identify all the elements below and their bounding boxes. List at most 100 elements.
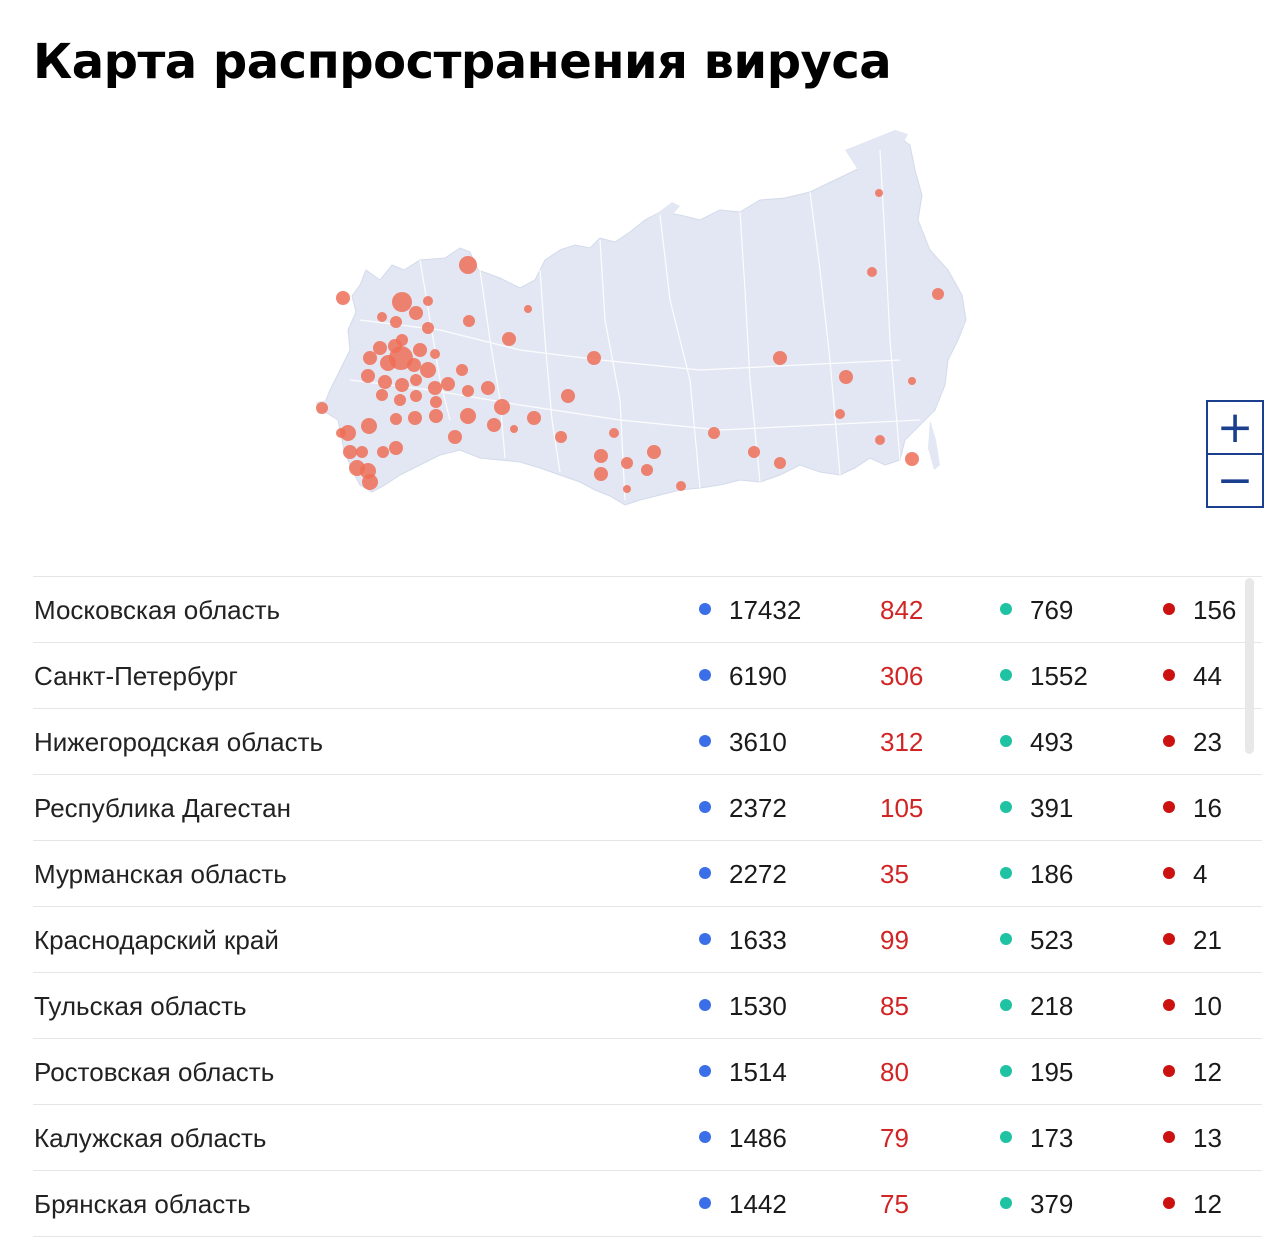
bubble (932, 288, 944, 300)
recovered-cell: 379 (1000, 1171, 1073, 1236)
bubble (362, 474, 378, 490)
table-row[interactable]: Нижегородская область 3610 312 493 23 (33, 709, 1262, 775)
bubble (361, 418, 377, 434)
recovered-value: 493 (1030, 727, 1074, 757)
deaths-value: 12 (1193, 1189, 1222, 1219)
new-cases-value: 105 (880, 793, 924, 823)
bubble (378, 375, 392, 389)
region-name: Краснодарский край (34, 925, 279, 955)
regions-table[interactable]: Московская область 17432 842 769 156 Сан… (33, 576, 1262, 1237)
cases-dot-icon (699, 933, 711, 945)
region-name: Ростовская область (34, 1057, 275, 1087)
deaths-cell: 16 (1163, 775, 1222, 840)
deaths-value: 156 (1193, 595, 1237, 625)
bubble (430, 349, 440, 359)
bubble (594, 467, 608, 481)
recovered-dot-icon (1000, 669, 1012, 681)
bubble (448, 430, 462, 444)
new-cases-value: 312 (880, 727, 924, 757)
table-scrollbar[interactable] (1245, 578, 1254, 754)
cases-dot-icon (699, 669, 711, 681)
cases-cell: 1530 (699, 973, 787, 1038)
cases-value: 3610 (729, 727, 787, 757)
table-row[interactable]: Санкт-Петербург 6190 306 1552 44 (33, 643, 1262, 709)
deaths-dot-icon (1163, 1131, 1175, 1143)
bubble (774, 457, 786, 469)
recovered-value: 523 (1030, 925, 1074, 955)
bubble (623, 485, 631, 493)
bubble (463, 315, 475, 327)
recovered-value: 173 (1030, 1123, 1074, 1153)
bubble (621, 457, 633, 469)
recovered-cell: 186 (1000, 841, 1073, 906)
region-name: Санкт-Петербург (34, 661, 238, 691)
recovered-cell: 195 (1000, 1039, 1073, 1104)
table-row[interactable]: Краснодарский край 1633 99 523 21 (33, 907, 1262, 973)
virus-spread-map[interactable] (0, 120, 1280, 540)
cases-value: 1530 (729, 991, 787, 1021)
zoom-out-button[interactable]: − (1206, 455, 1264, 508)
table-row[interactable]: Московская область 17432 842 769 156 (33, 577, 1262, 643)
map-zoom-controls: + − (1206, 400, 1264, 508)
cases-cell: 3610 (699, 709, 787, 774)
recovered-dot-icon (1000, 933, 1012, 945)
cases-cell: 6190 (699, 643, 787, 708)
cases-cell: 2272 (699, 841, 787, 906)
bubble (377, 312, 387, 322)
bubble (373, 341, 387, 355)
cases-dot-icon (699, 801, 711, 813)
region-name: Тульская область (34, 991, 247, 1021)
recovered-value: 391 (1030, 793, 1074, 823)
bubble (376, 389, 388, 401)
cases-cell: 1442 (699, 1171, 787, 1236)
bubble (408, 411, 422, 425)
bubble (609, 428, 619, 438)
bubble (336, 291, 350, 305)
recovered-cell: 493 (1000, 709, 1073, 774)
deaths-dot-icon (1163, 801, 1175, 813)
bubble (392, 292, 412, 312)
page-title: Карта распространения вируса (33, 34, 892, 90)
cases-dot-icon (699, 1131, 711, 1143)
table-row[interactable]: Калужская область 1486 79 173 13 (33, 1105, 1262, 1171)
bubble (409, 306, 423, 320)
table-row[interactable]: Республика Дагестан 2372 105 391 16 (33, 775, 1262, 841)
deaths-dot-icon (1163, 1065, 1175, 1077)
recovered-cell: 391 (1000, 775, 1073, 840)
recovered-dot-icon (1000, 1065, 1012, 1077)
recovered-dot-icon (1000, 735, 1012, 747)
bubble (487, 418, 501, 432)
recovered-dot-icon (1000, 1131, 1012, 1143)
cases-cell: 1514 (699, 1039, 787, 1104)
deaths-value: 21 (1193, 925, 1222, 955)
bubble (380, 355, 396, 371)
table-row[interactable]: Брянская область 1442 75 379 12 (33, 1171, 1262, 1237)
bubble (429, 409, 443, 423)
deaths-cell: 13 (1163, 1105, 1222, 1170)
recovered-value: 1552 (1030, 661, 1088, 691)
cases-value: 1442 (729, 1189, 787, 1219)
bubble (396, 334, 408, 346)
new-cases-value: 79 (880, 1123, 909, 1153)
bubble (773, 351, 787, 365)
deaths-cell: 23 (1163, 709, 1222, 774)
bubble (494, 399, 510, 415)
bubble (555, 431, 567, 443)
russia-map-svg[interactable] (0, 120, 1280, 540)
recovered-value: 218 (1030, 991, 1074, 1021)
bubble (422, 322, 434, 334)
new-cases-value: 85 (880, 991, 909, 1021)
table-row[interactable]: Мурманская область 2272 35 186 4 (33, 841, 1262, 907)
cases-value: 1514 (729, 1057, 787, 1087)
deaths-dot-icon (1163, 735, 1175, 747)
deaths-dot-icon (1163, 603, 1175, 615)
bubble (423, 296, 433, 306)
table-row[interactable]: Ростовская область 1514 80 195 12 (33, 1039, 1262, 1105)
bubble (361, 369, 375, 383)
bubble (395, 378, 409, 392)
bubble-murmansk (459, 256, 477, 274)
table-row[interactable]: Тульская область 1530 85 218 10 (33, 973, 1262, 1039)
zoom-in-button[interactable]: + (1206, 400, 1264, 455)
bubble (708, 427, 720, 439)
deaths-dot-icon (1163, 1197, 1175, 1209)
